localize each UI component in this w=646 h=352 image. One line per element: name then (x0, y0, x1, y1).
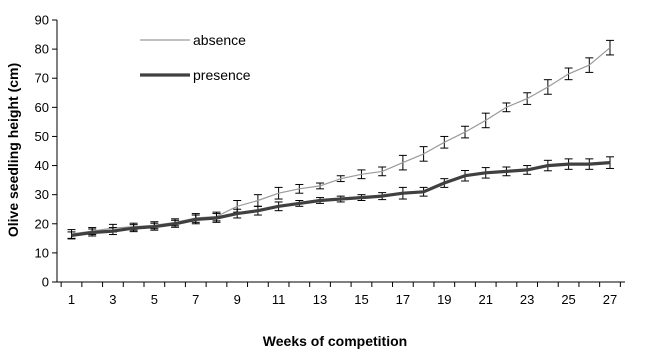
legend-item-presence: presence (140, 67, 251, 83)
x-tick-label: 27 (603, 292, 617, 307)
x-tick-label: 5 (151, 292, 158, 307)
series-absence (67, 39, 614, 239)
error-bar (67, 231, 76, 240)
y-axis-title: Olive seedling height (cm) (5, 63, 21, 237)
x-tick-label: 7 (192, 292, 199, 307)
y-tick-label: 30 (35, 187, 49, 202)
x-tick-label: 3 (109, 292, 116, 307)
x-tick-label: 17 (396, 292, 410, 307)
y-tick-label: 70 (35, 71, 49, 86)
x-axis-title: Weeks of competition (263, 333, 407, 349)
x-axis: 1 3 5 7 9 11 13 15 17 19 21 23 25 27 (57, 281, 625, 307)
y-tick-label: 50 (35, 129, 49, 144)
y-tick-label: 40 (35, 158, 49, 173)
legend-label: absence (193, 32, 246, 48)
x-tick-label: 1 (68, 292, 75, 307)
y-tick-label: 60 (35, 100, 49, 115)
y-tick-label: 10 (35, 245, 49, 260)
y-axis: 0 10 20 30 40 50 60 70 80 90 (35, 13, 58, 290)
legend-label: presence (193, 67, 251, 83)
x-tick-label: 11 (272, 292, 286, 307)
legend: absence presence (140, 32, 251, 83)
series-line (71, 161, 611, 237)
error-bar (606, 39, 614, 56)
x-tick-label: 19 (437, 292, 451, 307)
x-tick-label: 25 (561, 292, 575, 307)
legend-item-absence: absence (140, 32, 246, 48)
x-tick-label: 23 (520, 292, 534, 307)
y-tick-label: 80 (35, 42, 49, 57)
x-tick-label: 9 (234, 292, 241, 307)
series-presence (67, 156, 614, 240)
y-tick-label: 20 (35, 216, 49, 231)
x-tick-label: 15 (354, 292, 368, 307)
y-tick-label: 0 (42, 275, 49, 290)
y-tick-label: 90 (35, 13, 49, 28)
x-tick-label: 13 (313, 292, 327, 307)
x-tick-label: 21 (478, 292, 492, 307)
series-layer (67, 39, 614, 240)
